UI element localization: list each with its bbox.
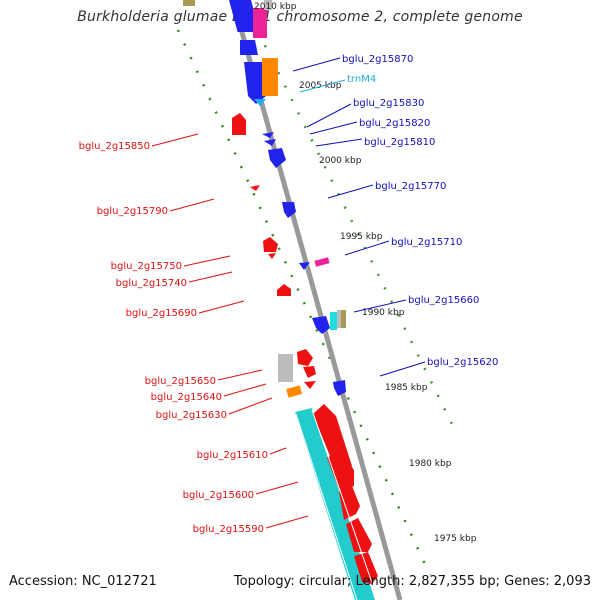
leader-line [265, 515, 309, 529]
leader-line [344, 240, 390, 256]
gene-label: bglu_2g15710 [391, 237, 462, 248]
gene-label: bglu_2g15820 [359, 118, 430, 129]
gene-label: bglu_2g15610 [197, 450, 268, 461]
leader-line [269, 447, 287, 455]
gene-feature [253, 8, 267, 38]
gene-label: bglu_2g15770 [375, 181, 446, 192]
gene-label: bglu_2g15830 [353, 98, 424, 109]
scale-label: 2000 kbp [319, 156, 362, 166]
gene-feature [339, 486, 360, 520]
gene-feature [250, 185, 260, 191]
leader-line [255, 481, 299, 495]
leader-line [183, 255, 231, 267]
gene-feature [354, 552, 378, 584]
guide-lines [176, 4, 457, 576]
gene-feature [268, 148, 286, 168]
map-title: Burkholderia glumae BGR1 chromosome 2, c… [77, 9, 523, 25]
gene-feature [278, 354, 293, 382]
leader-line [223, 383, 267, 397]
leader-line [309, 121, 358, 135]
leader-line [315, 138, 363, 147]
gene-label: bglu_2g15690 [126, 308, 197, 319]
leader-line [169, 198, 215, 212]
scale-label: 1980 kbp [409, 459, 452, 469]
leader-line [306, 103, 352, 128]
leader-line [299, 79, 346, 93]
gene-label: bglu_2g15620 [427, 357, 498, 368]
gene-label: bglu_2g15600 [183, 490, 254, 501]
scale-label: 2010 kbp [254, 2, 297, 12]
gene-feature [277, 284, 291, 296]
gene-label: bglu_2g15750 [111, 261, 182, 272]
gene-feature [299, 262, 310, 270]
leader-line [151, 133, 199, 147]
gene-feature [262, 58, 278, 96]
gene-feature [314, 257, 330, 267]
gene-label: bglu_2g15660 [408, 295, 479, 306]
leader-line [327, 184, 374, 199]
gene-label: bglu_2g15740 [116, 278, 187, 289]
gene-feature [312, 316, 330, 334]
gene-feature [262, 132, 274, 138]
gene-feature [232, 113, 246, 135]
scale-labels: 2010 kbp 2005 kbp 2000 kbp 1995 kbp 1990… [254, 2, 477, 544]
features [183, 0, 379, 600]
gene-feature [264, 0, 272, 10]
gene-feature [303, 366, 316, 378]
gene-feature [263, 237, 278, 252]
leader-line [217, 369, 263, 381]
gene-feature [240, 40, 258, 55]
gene-feature [333, 380, 346, 396]
gene-label: bglu_2g15640 [151, 392, 222, 403]
scale-label: 1995 kbp [340, 232, 383, 242]
gene-feature [183, 0, 195, 6]
gene-feature [254, 99, 266, 106]
gene-label: trnM4 [347, 74, 376, 85]
gene-feature [337, 310, 342, 328]
gene-feature [286, 385, 303, 398]
leader-line [353, 299, 407, 313]
scale-label: 1985 kbp [385, 383, 428, 393]
leader-line [198, 300, 245, 314]
gene-feature [297, 349, 313, 366]
gene-feature [229, 0, 260, 32]
gene-feature [304, 381, 316, 389]
gene-label: bglu_2g15650 [145, 376, 216, 387]
gene-feature [341, 310, 346, 328]
gene-label: bglu_2g15870 [342, 54, 413, 65]
gene-feature [268, 253, 276, 259]
gene-feature [282, 202, 296, 218]
gene-feature [330, 312, 337, 330]
scale-label: 1975 kbp [434, 534, 477, 544]
gene-label: bglu_2g15850 [79, 141, 150, 152]
gene-label: bglu_2g15790 [97, 206, 168, 217]
scale-label: 1990 kbp [362, 308, 405, 318]
gene-feature [264, 139, 276, 146]
gene-feature [244, 62, 266, 104]
topology-text: Topology: circular; Length: 2,827,355 bp… [233, 574, 591, 589]
right-labels: bglu_2g15870 trnM4 bglu_2g15830 bglu_2g1… [292, 54, 498, 377]
gene-label: bglu_2g15810 [364, 137, 435, 148]
leader-line [188, 271, 233, 283]
scale-label: 2005 kbp [299, 81, 342, 91]
accession-text: Accession: NC_012721 [9, 574, 157, 589]
gene-label: bglu_2g15630 [156, 410, 227, 421]
leader-line [228, 397, 273, 415]
gene-label: bglu_2g15590 [193, 524, 264, 535]
gene-feature [327, 450, 354, 492]
left-labels: bglu_2g15850 bglu_2g15790 bglu_2g15750 b… [79, 133, 309, 535]
leader-line [292, 57, 341, 72]
leader-line [379, 361, 426, 377]
